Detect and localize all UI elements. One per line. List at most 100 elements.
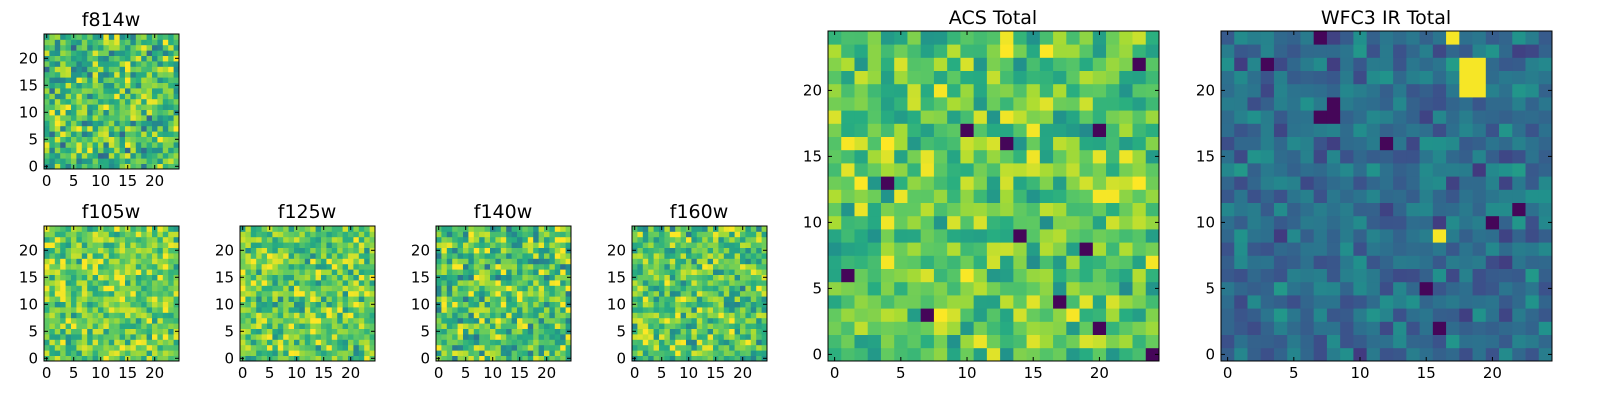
heatmap-cell bbox=[713, 242, 719, 248]
heatmap-cell bbox=[87, 323, 93, 329]
heatmap-cell bbox=[947, 44, 961, 58]
heatmap-cell bbox=[894, 83, 908, 98]
heatmap-cell bbox=[854, 97, 869, 111]
heatmap-cell bbox=[331, 280, 338, 286]
heatmap-cell bbox=[907, 334, 922, 349]
heatmap-cell bbox=[294, 242, 300, 248]
heatmap-cell bbox=[261, 274, 268, 281]
heatmap-cell bbox=[1353, 70, 1368, 85]
heatmap-cell bbox=[1459, 242, 1473, 256]
heatmap-cell bbox=[173, 344, 180, 351]
heatmap-cell bbox=[894, 255, 908, 269]
heatmap-cell bbox=[331, 344, 338, 351]
heatmap-cell bbox=[157, 125, 164, 132]
heatmap-cell bbox=[108, 231, 115, 238]
heatmap-cell bbox=[152, 301, 158, 308]
heatmap-cell bbox=[707, 296, 714, 302]
heatmap-cell bbox=[256, 274, 262, 281]
heatmap-cell bbox=[894, 308, 908, 322]
heatmap-cell bbox=[1512, 70, 1526, 85]
heatmap-cell bbox=[1145, 334, 1160, 349]
heatmap-cell bbox=[696, 355, 703, 362]
heatmap-cell bbox=[98, 269, 104, 275]
heatmap-cell bbox=[894, 123, 908, 137]
heatmap-cell bbox=[696, 301, 703, 308]
heatmap-cell bbox=[87, 253, 93, 259]
heatmap-cell bbox=[642, 263, 649, 270]
heatmap-cell bbox=[87, 136, 93, 143]
heatmap-cell bbox=[907, 321, 922, 335]
heatmap-cell bbox=[173, 280, 180, 286]
heatmap-cell bbox=[71, 312, 77, 319]
heatmap-cell bbox=[1353, 347, 1368, 362]
heatmap-cell bbox=[473, 301, 480, 308]
heatmap-cell bbox=[947, 281, 961, 296]
heatmap-cell bbox=[554, 350, 561, 356]
heatmap-cell bbox=[986, 31, 1001, 45]
heatmap-cell bbox=[299, 355, 306, 362]
heatmap-cell bbox=[103, 290, 110, 297]
heatmap-cell bbox=[463, 350, 469, 356]
heatmap-cell bbox=[452, 231, 458, 238]
heatmap-cell bbox=[369, 269, 376, 275]
heatmap-cell bbox=[135, 55, 142, 62]
heatmap-cell bbox=[65, 163, 72, 170]
heatmap-cell bbox=[1340, 295, 1354, 309]
heatmap-cell bbox=[162, 55, 169, 62]
heatmap-cell bbox=[522, 242, 529, 248]
heatmap-cell bbox=[1132, 83, 1147, 98]
heatmap-cell bbox=[1013, 176, 1027, 190]
heatmap-cell bbox=[81, 350, 88, 356]
heatmap-cell bbox=[173, 317, 180, 324]
heatmap-cell bbox=[1287, 57, 1301, 71]
heatmap-cell bbox=[1053, 321, 1067, 335]
heatmap-cell bbox=[1013, 334, 1027, 349]
heatmap-cell bbox=[686, 247, 692, 254]
heatmap-cell bbox=[1092, 176, 1107, 190]
heatmap-cell bbox=[294, 247, 300, 254]
heatmap-cell bbox=[828, 31, 842, 45]
heatmap-cell bbox=[168, 285, 174, 292]
heatmap-cell bbox=[168, 55, 174, 62]
heatmap-cell bbox=[1326, 242, 1341, 256]
heatmap-cell bbox=[1221, 229, 1235, 243]
heatmap-cell bbox=[369, 350, 376, 356]
heatmap-cell bbox=[240, 280, 246, 286]
heatmap-cell bbox=[1340, 347, 1354, 362]
heatmap-cell bbox=[256, 339, 262, 346]
heatmap-cell bbox=[1026, 229, 1041, 243]
heatmap-cell bbox=[680, 301, 687, 308]
y-tick-label: 0 bbox=[1205, 345, 1215, 363]
heatmap-cell bbox=[1499, 215, 1513, 230]
heatmap-cell bbox=[98, 142, 104, 148]
heatmap-cell bbox=[1132, 136, 1147, 151]
heatmap-cell bbox=[441, 274, 448, 281]
heatmap-cell bbox=[250, 339, 257, 346]
heatmap-cell bbox=[358, 317, 365, 324]
heatmap-cell bbox=[756, 236, 762, 243]
heatmap-cell bbox=[245, 285, 252, 292]
heatmap-cell bbox=[729, 247, 735, 254]
heatmap-cell bbox=[331, 307, 338, 313]
heatmap-cell bbox=[348, 231, 354, 238]
heatmap-cell bbox=[920, 31, 935, 45]
heatmap-cell bbox=[60, 39, 66, 46]
heatmap-cell bbox=[468, 301, 475, 308]
heatmap-cell bbox=[506, 334, 512, 340]
heatmap-cell bbox=[277, 339, 284, 346]
heatmap-cell bbox=[135, 258, 142, 265]
heatmap-cell bbox=[277, 263, 284, 270]
heatmap-cell bbox=[103, 98, 110, 105]
heatmap-cell bbox=[157, 323, 164, 329]
heatmap-cell bbox=[920, 149, 935, 164]
heatmap-cell bbox=[87, 231, 93, 238]
heatmap-cell bbox=[71, 247, 77, 254]
heatmap-cell bbox=[1106, 123, 1120, 137]
heatmap-cell bbox=[108, 131, 115, 137]
heatmap-cell bbox=[261, 323, 268, 329]
heatmap-cell bbox=[76, 274, 83, 281]
heatmap-cell bbox=[49, 39, 56, 46]
heatmap-cell bbox=[1106, 295, 1120, 309]
heatmap-cell bbox=[854, 31, 869, 45]
heatmap-cell bbox=[146, 115, 153, 121]
